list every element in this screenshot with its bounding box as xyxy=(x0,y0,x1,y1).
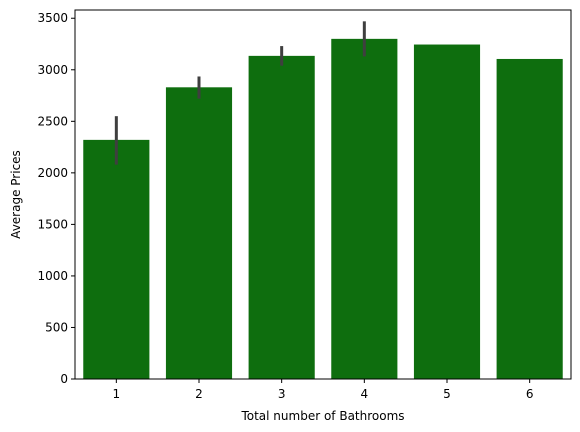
bar-3 xyxy=(248,55,315,380)
y-tick-label-2500: 2500 xyxy=(37,114,68,128)
x-tick-label-1: 1 xyxy=(113,387,121,401)
y-tick-label-2000: 2000 xyxy=(37,166,68,180)
error-bars-layer xyxy=(114,21,366,165)
bar-2 xyxy=(165,87,233,379)
y-tick-label-1000: 1000 xyxy=(37,269,68,283)
y-tick-label-0: 0 xyxy=(60,372,68,386)
bar-4 xyxy=(331,38,398,379)
plot-frame xyxy=(74,9,572,380)
y-axis-label: Average Prices xyxy=(9,150,23,239)
y-tick-label-3500: 3500 xyxy=(37,11,68,25)
x-tick-label-3: 3 xyxy=(278,387,286,401)
x-tick-label-4: 4 xyxy=(361,387,369,401)
bar-1 xyxy=(83,139,150,379)
x-axis-label: Total number of Bathrooms xyxy=(240,409,404,423)
y-tick-label-3000: 3000 xyxy=(37,63,68,77)
x-tick-label-5: 5 xyxy=(443,387,451,401)
x-tick-label-2: 2 xyxy=(195,387,203,401)
y-axis: 0 500 1000 1500 2000 2500 3000 3500 xyxy=(37,11,75,386)
x-axis: 1 2 3 4 5 6 xyxy=(113,379,534,401)
y-tick-label-500: 500 xyxy=(45,320,68,334)
y-tick-label-1500: 1500 xyxy=(37,217,68,231)
bar-5 xyxy=(413,44,481,380)
x-tick-label-6: 6 xyxy=(526,387,534,401)
bar-6 xyxy=(496,58,563,379)
bars-layer xyxy=(83,38,563,380)
